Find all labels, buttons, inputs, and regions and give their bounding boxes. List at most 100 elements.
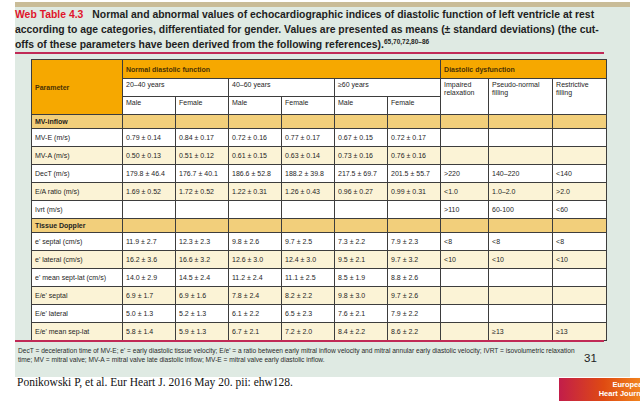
- value-cell: 0.72 ± 0.17: [388, 129, 441, 147]
- value-cell: 5.9 ± 1.3: [176, 323, 229, 341]
- value-cell: 8.2 ± 2.2: [282, 287, 335, 305]
- section-cell: [335, 219, 388, 233]
- value-cell: [282, 201, 335, 219]
- value-cell: 0.84 ± 0.17: [176, 129, 229, 147]
- value-cell: 140–220: [489, 165, 553, 183]
- value-cell: 1.72 ± 0.52: [176, 183, 229, 201]
- value-cell: [553, 129, 607, 147]
- table-row: DecT (m/s)179.8 ± 46.4176.7 ± 40.1186.6 …: [32, 165, 607, 183]
- value-cell: 186.6 ± 52.8: [229, 165, 282, 183]
- col-header-male-2: Male: [229, 97, 282, 115]
- col-header-female-3: Female: [388, 97, 441, 115]
- value-cell: 1.69 ± 0.52: [123, 183, 176, 201]
- value-cell: 7.9 ± 2.3: [388, 233, 441, 251]
- parameter-cell: e' septal (cm/s): [32, 233, 123, 251]
- value-cell: 0.73 ± 0.16: [335, 147, 388, 165]
- value-cell: 9.7 ± 2.5: [282, 233, 335, 251]
- col-header-impaired-relaxation: Impaired relaxation: [441, 79, 489, 115]
- value-cell: 11.1 ± 2.5: [282, 269, 335, 287]
- value-cell: 6.9 ± 1.7: [123, 287, 176, 305]
- col-header-age-40-60: 40–60 years: [229, 79, 335, 97]
- table-title: Web Table 4.3Normal and abnormal values …: [15, 7, 607, 52]
- value-cell: [441, 323, 489, 341]
- top-rule: [15, 52, 604, 54]
- value-cell: [388, 201, 441, 219]
- value-cell: 0.63 ± 0.14: [282, 147, 335, 165]
- value-cell: 188.2 ± 39.8: [282, 165, 335, 183]
- journal-badge-text: European Heart Journal: [599, 381, 640, 398]
- value-cell: 0.79 ± 0.14: [123, 129, 176, 147]
- parameter-cell: MV-A (m/s): [32, 147, 123, 165]
- value-cell: 8.5 ± 1.9: [335, 269, 388, 287]
- value-cell: 7.3 ± 2.2: [335, 233, 388, 251]
- value-cell: [553, 147, 607, 165]
- table-row: Ivrt (m/s)>11060-100<60: [32, 201, 607, 219]
- value-cell: <1.0: [441, 183, 489, 201]
- col-header-female-1: Female: [176, 97, 229, 115]
- value-cell: 0.67 ± 0.15: [335, 129, 388, 147]
- value-cell: 8.4 ± 2.2: [335, 323, 388, 341]
- col-header-dysfunction: Diastolic dysfunction: [441, 60, 607, 79]
- value-cell: 11.9 ± 2.7: [123, 233, 176, 251]
- value-cell: 0.51 ± 0.12: [176, 147, 229, 165]
- value-cell: [489, 287, 553, 305]
- value-cell: 5.0 ± 1.3: [123, 305, 176, 323]
- table-row: e' mean sept-lat (cm/s)14.0 ± 2.914.5 ± …: [32, 269, 607, 287]
- reference-superscript: 65,70,72,80–86: [384, 38, 429, 45]
- section-cell: [176, 115, 229, 129]
- table-number-label: Web Table 4.3: [15, 9, 92, 20]
- value-cell: 9.7 ± 3.2: [388, 251, 441, 269]
- value-cell: [553, 287, 607, 305]
- section-cell: [388, 219, 441, 233]
- value-cell: 176.7 ± 40.1: [176, 165, 229, 183]
- value-cell: 8.8 ± 2.6: [388, 269, 441, 287]
- value-cell: 6.1 ± 2.2: [229, 305, 282, 323]
- table-row: MV-A (m/s)0.50 ± 0.130.51 ± 0.120.61 ± 0…: [32, 147, 607, 165]
- parameter-cell: Ivrt (m/s): [32, 201, 123, 219]
- section-cell: [123, 219, 176, 233]
- value-cell: [553, 269, 607, 287]
- value-cell: [489, 129, 553, 147]
- value-cell: 0.96 ± 0.27: [335, 183, 388, 201]
- value-cell: 0.61 ± 0.15: [229, 147, 282, 165]
- value-cell: [441, 287, 489, 305]
- value-cell: [441, 129, 489, 147]
- table-row: E/e' mean sep-lat5.8 ± 1.45.9 ± 1.36.7 ±…: [32, 323, 607, 341]
- parameter-cell: DecT (m/s): [32, 165, 123, 183]
- value-cell: [335, 201, 388, 219]
- section-cell: [441, 219, 489, 233]
- section-cell: [282, 115, 335, 129]
- value-cell: 7.9 ± 2.2: [388, 305, 441, 323]
- table-row: E/e' septal6.9 ± 1.76.9 ± 1.67.8 ± 2.48.…: [32, 287, 607, 305]
- header-row-groups: Parameter Normal diastolic function Dias…: [32, 60, 607, 79]
- section-cell: [489, 115, 553, 129]
- section-cell: [176, 219, 229, 233]
- section-cell: [553, 219, 607, 233]
- table-row: e' lateral (cm/s)16.2 ± 3.616.6 ± 3.212.…: [32, 251, 607, 269]
- value-cell: 217.5 ± 69.7: [335, 165, 388, 183]
- value-cell: <8: [489, 233, 553, 251]
- table-row: MV-E (m/s)0.79 ± 0.140.84 ± 0.170.72 ± 0…: [32, 129, 607, 147]
- value-cell: <10: [441, 251, 489, 269]
- value-cell: 12.6 ± 3.0: [229, 251, 282, 269]
- value-cell: 9.8 ± 3.0: [335, 287, 388, 305]
- value-cell: 16.2 ± 3.6: [123, 251, 176, 269]
- value-cell: [441, 305, 489, 323]
- value-cell: 7.2 ± 2.0: [282, 323, 335, 341]
- value-cell: 179.8 ± 46.4: [123, 165, 176, 183]
- col-header-age-60plus: ≥60 years: [335, 79, 441, 97]
- value-cell: 14.5 ± 2.4: [176, 269, 229, 287]
- citation: Ponikowski P, et al. Eur Heart J. 2016 M…: [17, 376, 293, 388]
- parameter-cell: e' mean sept-lat (cm/s): [32, 269, 123, 287]
- echo-indices-table: Parameter Normal diastolic function Dias…: [31, 59, 607, 341]
- bottom-rule: [15, 340, 604, 342]
- section-cell: [123, 115, 176, 129]
- value-cell: >2.0: [553, 183, 607, 201]
- value-cell: 0.76 ± 0.16: [388, 147, 441, 165]
- value-cell: 201.5 ± 55.7: [388, 165, 441, 183]
- col-header-female-2: Female: [282, 97, 335, 115]
- value-cell: 6.9 ± 1.6: [176, 287, 229, 305]
- value-cell: >110: [441, 201, 489, 219]
- value-cell: 0.99 ± 0.31: [388, 183, 441, 201]
- value-cell: <8: [441, 233, 489, 251]
